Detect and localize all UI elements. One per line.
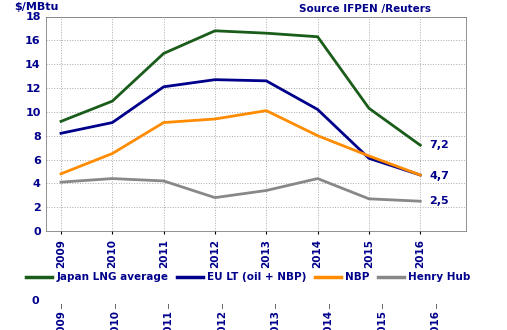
Text: 2012: 2012 — [216, 310, 227, 330]
Text: 2015: 2015 — [377, 310, 387, 330]
Text: 0: 0 — [32, 296, 40, 306]
Text: 4,7: 4,7 — [429, 171, 449, 181]
Text: 2011: 2011 — [163, 310, 173, 330]
Text: $/MBtu: $/MBtu — [14, 2, 58, 12]
Text: 2013: 2013 — [270, 310, 280, 330]
Text: 2,5: 2,5 — [429, 196, 449, 206]
Text: 2016: 2016 — [430, 310, 441, 330]
Text: 7,2: 7,2 — [429, 140, 449, 150]
Text: 2009: 2009 — [56, 310, 66, 330]
Legend: Japan LNG average, EU LT (oil + NBP), NBP, Henry Hub: Japan LNG average, EU LT (oil + NBP), NB… — [22, 268, 475, 286]
Text: 2010: 2010 — [110, 310, 120, 330]
Text: 2014: 2014 — [323, 310, 334, 330]
Text: Source IFPEN /Reuters: Source IFPEN /Reuters — [300, 4, 431, 15]
